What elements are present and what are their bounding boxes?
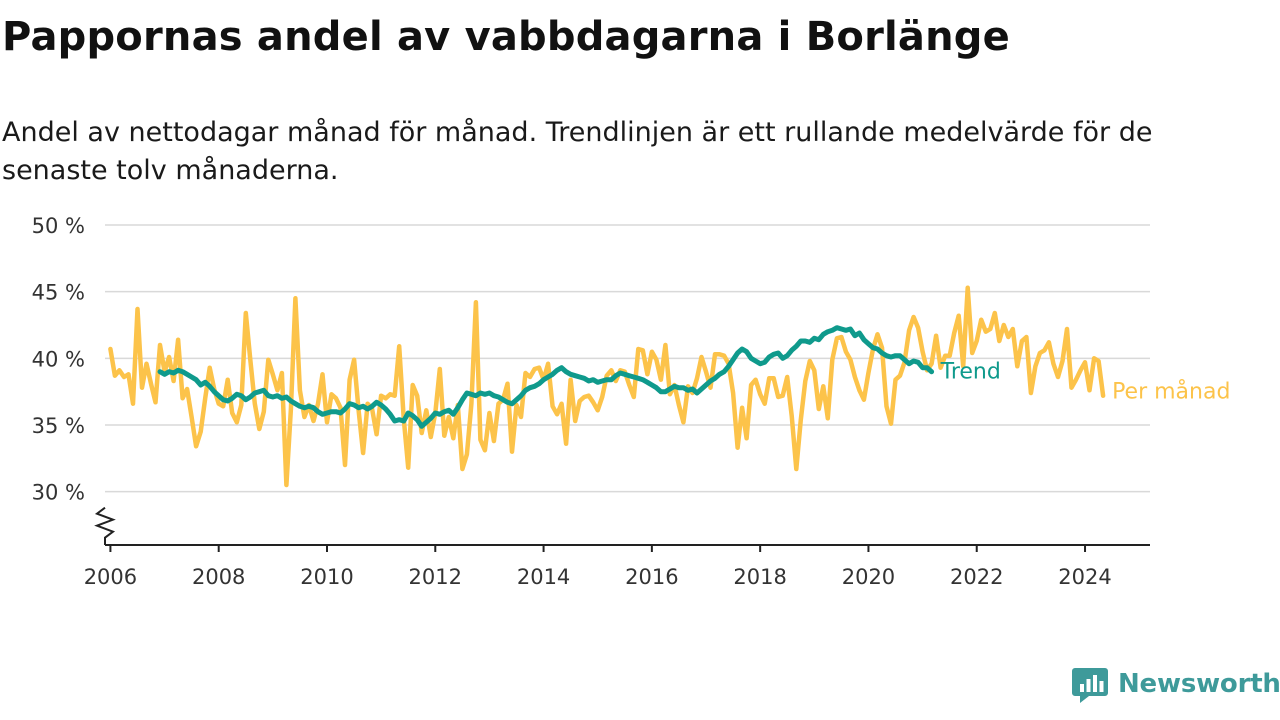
logo-text: Newsworthy: [1118, 669, 1280, 699]
x-tick-label: 2024: [1058, 565, 1111, 589]
chart-subtitle: Andel av nettodagar månad för månad. Tre…: [2, 117, 1153, 186]
series-label-trend: Trend: [940, 360, 1001, 385]
y-tick-label: 50 %: [32, 214, 85, 238]
series-label-per-manad: Per månad: [1112, 379, 1230, 405]
x-tick-label: 2018: [733, 565, 786, 589]
newsworthy-logo: Newsworthy: [1072, 664, 1280, 704]
grid: [105, 224, 1150, 493]
x-tick-label: 2016: [625, 565, 678, 589]
y-tick-label: 45 %: [32, 281, 85, 305]
y-tick-label: 40 %: [32, 347, 85, 371]
chart-title: Pappornas andel av vabbdagarna i Borläng…: [2, 14, 1010, 60]
x-tick-label: 2020: [842, 565, 895, 589]
y-axis-break: [94, 506, 116, 545]
series-labels: Per månad Trend: [940, 360, 1231, 405]
y-tick-label: 30 %: [32, 481, 85, 505]
x-axis: 2006 2008 2010 2012 2014 2016 2018 2020 2022 2024: [84, 544, 1150, 589]
x-tick-label: 2012: [409, 565, 462, 589]
x-tick-label: 2010: [300, 565, 353, 589]
newsworthy-logo-icon: [1072, 668, 1108, 703]
x-tick-label: 2006: [84, 565, 137, 589]
y-axis: 30 % 35 % 40 % 45 % 50 %: [32, 214, 116, 545]
x-tick-label: 2008: [192, 565, 245, 589]
y-tick-label: 35 %: [32, 414, 85, 438]
series-lines: [108, 285, 1106, 488]
x-tick-label: 2014: [517, 565, 570, 589]
series-line-per-manad: [108, 285, 1106, 488]
x-tick-label: 2022: [950, 565, 1003, 589]
series-line-trend: [157, 325, 935, 429]
